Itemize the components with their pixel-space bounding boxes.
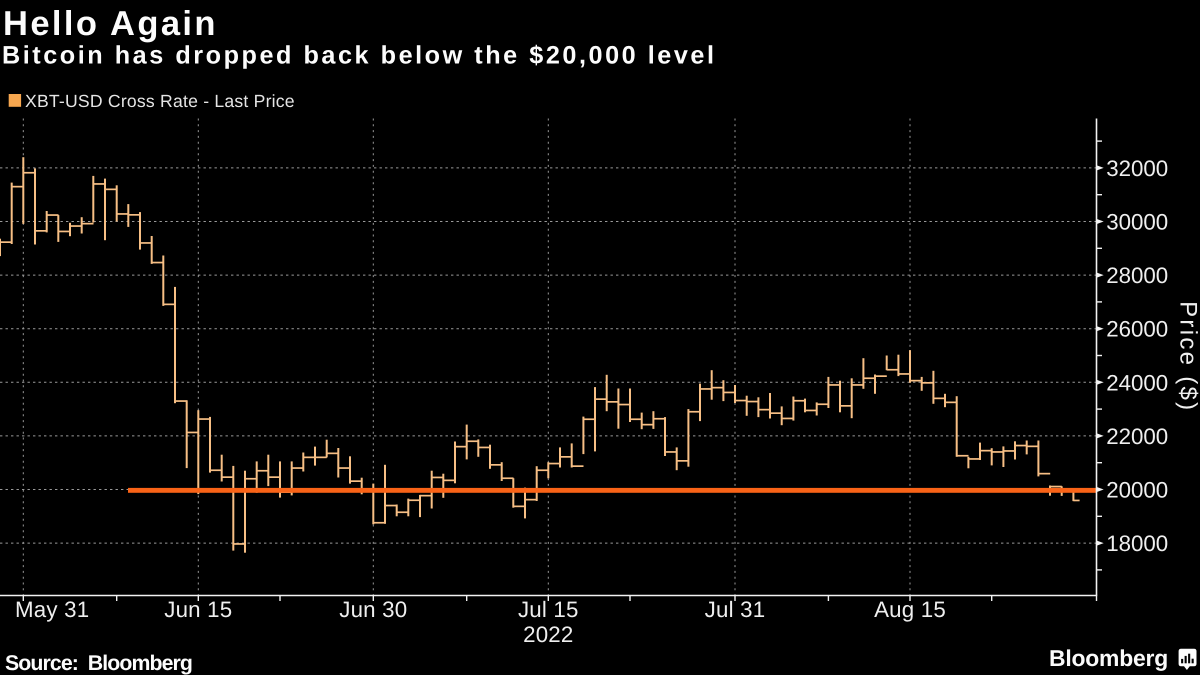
svg-text:XBT-USD Cross Rate - Last Pric: XBT-USD Cross Rate - Last Price [25, 91, 295, 111]
svg-text:Jul 31: Jul 31 [705, 597, 766, 622]
svg-text:18000: 18000 [1106, 531, 1168, 556]
svg-text:May 31: May 31 [15, 597, 89, 622]
svg-text:20000: 20000 [1106, 478, 1168, 503]
svg-text:Price ($): Price ($) [1175, 301, 1200, 412]
svg-text:30000: 30000 [1106, 210, 1168, 235]
svg-text:24000: 24000 [1106, 370, 1168, 395]
svg-text:Hello Again: Hello Again [3, 5, 218, 43]
svg-text:32000: 32000 [1106, 156, 1168, 181]
svg-text:2022: 2022 [523, 622, 573, 647]
svg-text:22000: 22000 [1106, 424, 1168, 449]
svg-text:Jul 15: Jul 15 [518, 597, 579, 622]
svg-text:Jun 15: Jun 15 [164, 597, 232, 622]
svg-text:26000: 26000 [1106, 317, 1168, 342]
svg-text:28000: 28000 [1106, 263, 1168, 288]
svg-text:Aug 15: Aug 15 [874, 597, 946, 622]
svg-text:Bitcoin has dropped back below: Bitcoin has dropped back below the $20,0… [2, 42, 717, 70]
svg-text:Bloomberg: Bloomberg [1049, 645, 1168, 671]
svg-text:Jun 30: Jun 30 [339, 597, 407, 622]
svg-text:Source: Bloomberg: Source: Bloomberg [5, 651, 192, 675]
